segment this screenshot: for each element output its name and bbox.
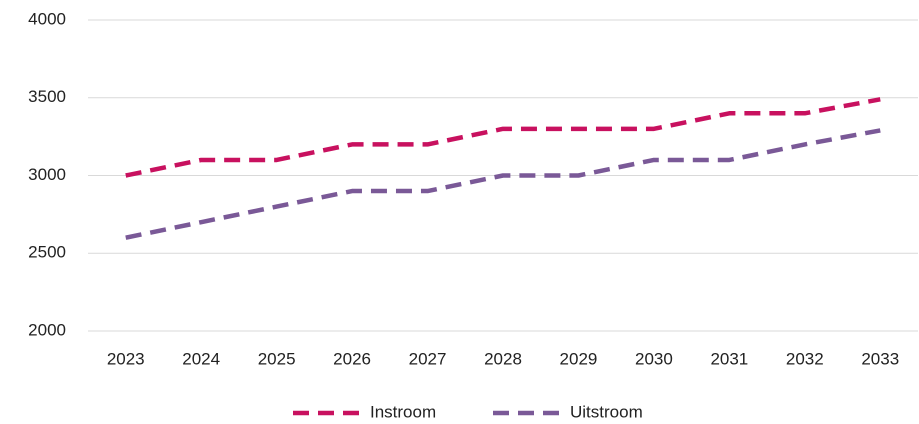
x-tick-label: 2026 bbox=[333, 349, 371, 368]
x-tick-label: 2032 bbox=[786, 349, 824, 368]
x-tick-label: 2028 bbox=[484, 349, 522, 368]
x-tick-label: 2033 bbox=[861, 349, 899, 368]
legend-label: Uitstroom bbox=[570, 402, 643, 421]
x-tick-label: 2025 bbox=[258, 349, 296, 368]
line bbox=[125, 97, 881, 178]
y-tick-label: 2000 bbox=[28, 320, 66, 339]
y-tick-label: 4000 bbox=[28, 9, 66, 28]
legend-label: Instroom bbox=[370, 402, 436, 421]
x-tick-label: 2024 bbox=[182, 349, 220, 368]
y-tick-label: 3000 bbox=[28, 165, 66, 184]
x-tick-label: 2031 bbox=[710, 349, 748, 368]
x-tick-label: 2023 bbox=[107, 349, 145, 368]
x-tick-label: 2027 bbox=[409, 349, 447, 368]
x-tick-label: 2029 bbox=[560, 349, 598, 368]
y-tick-label: 2500 bbox=[28, 243, 66, 262]
line bbox=[125, 128, 881, 240]
x-tick-label: 2030 bbox=[635, 349, 673, 368]
y-tick-label: 3500 bbox=[28, 87, 66, 106]
